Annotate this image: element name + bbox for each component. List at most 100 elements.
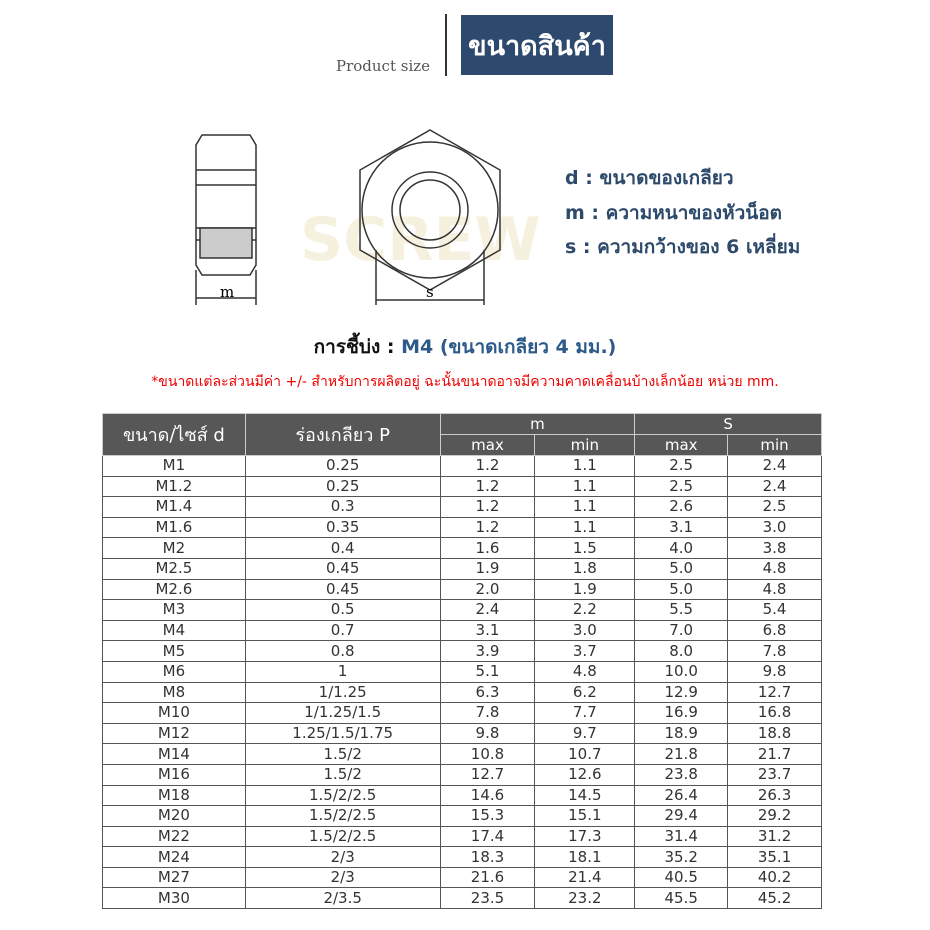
cell-pitch: 1	[244, 660, 441, 683]
cell-m-max: 7.8	[439, 702, 536, 724]
cell-m-max: 9.8	[439, 722, 536, 745]
cell-s-max: 26.4	[634, 784, 729, 807]
cell-size: M1.4	[102, 496, 246, 518]
cell-size: M24	[102, 846, 246, 868]
cell-s-min: 4.8	[727, 557, 822, 580]
cell-s-max: 23.8	[634, 763, 729, 786]
cell-size: M6	[102, 660, 246, 683]
cell-size: M8	[102, 681, 246, 704]
cell-m-min: 1.5	[534, 537, 636, 559]
cell-m-max: 23.5	[439, 887, 536, 910]
legend-d: d : ขนาดของเกลียว	[565, 167, 734, 189]
cell-s-min: 21.7	[727, 743, 822, 765]
cell-s-max: 2.5	[634, 475, 729, 498]
cell-size: M22	[102, 825, 246, 848]
table-row: M18 1.5/2/2.5 14.6 14.5 26.4 26.3	[102, 784, 822, 807]
cell-size: M27	[102, 866, 246, 889]
cell-s-max: 2.6	[634, 496, 729, 518]
cell-size: M16	[102, 763, 246, 786]
cell-s-min: 5.4	[727, 599, 822, 621]
cell-m-max: 1.2	[439, 475, 536, 498]
legend-m: m : ความหนาของหัวน็อต	[565, 202, 783, 224]
nut-front-view	[359, 129, 501, 305]
cell-s-min: 26.3	[727, 784, 822, 807]
cell-m-max: 2.0	[439, 578, 536, 601]
cell-s-max: 40.5	[634, 866, 729, 889]
cell-s-min: 2.4	[727, 455, 822, 477]
cell-pitch: 0.25	[244, 475, 441, 498]
cell-size: M18	[102, 784, 246, 807]
table-row: M2.5 0.45 1.9 1.8 5.0 4.8	[102, 557, 822, 580]
table-row: M2.6 0.45 2.0 1.9 5.0 4.8	[102, 578, 822, 601]
cell-s-max: 8.0	[634, 640, 729, 662]
cell-m-min: 7.7	[534, 702, 636, 724]
cell-size: M12	[102, 722, 246, 745]
cell-s-min: 9.8	[727, 660, 822, 683]
cell-s-max: 3.1	[634, 516, 729, 539]
cell-s-min: 2.4	[727, 475, 822, 498]
cell-m-max: 5.1	[439, 660, 536, 683]
cell-s-max: 2.5	[634, 455, 729, 477]
tolerance-note: *ขนาดแต่ละส่วนมีค่า +/- สำหรับการผลิตอยู…	[151, 374, 779, 390]
cell-s-max: 29.4	[634, 805, 729, 827]
cell-m-max: 15.3	[439, 805, 536, 827]
cell-s-max: 10.0	[634, 660, 729, 683]
cell-s-max: 5.0	[634, 578, 729, 601]
s-dimension-label: s	[426, 283, 434, 301]
table-row: M8 1/1.25 6.3 6.2 12.9 12.7	[102, 681, 822, 704]
cell-pitch: 0.7	[244, 619, 441, 642]
cell-m-min: 3.0	[534, 619, 636, 642]
cell-pitch: 1.5/2/2.5	[244, 805, 441, 827]
cell-pitch: 0.5	[244, 599, 441, 621]
cell-s-min: 4.8	[727, 578, 822, 601]
cell-m-min: 14.5	[534, 784, 636, 807]
table-row: M12 1.25/1.5/1.75 9.8 9.7 18.9 18.8	[102, 722, 822, 745]
cell-pitch: 0.25	[244, 455, 441, 477]
cell-size: M14	[102, 743, 246, 765]
cell-size: M1	[102, 455, 246, 477]
cell-size: M3	[102, 599, 246, 621]
nut-drawing: SCREW N BOLT m s	[195, 129, 550, 305]
cell-pitch: 0.4	[244, 537, 441, 559]
cell-m-min: 3.7	[534, 640, 636, 662]
cell-m-max: 1.2	[439, 516, 536, 539]
cell-size: M1.2	[102, 475, 246, 498]
cell-s-max: 35.2	[634, 846, 729, 868]
cell-size: M20	[102, 805, 246, 827]
cell-size: M2	[102, 537, 246, 559]
cell-m-min: 15.1	[534, 805, 636, 827]
cell-s-max: 5.5	[634, 599, 729, 621]
cell-m-max: 17.4	[439, 825, 536, 848]
cell-pitch: 1.5/2/2.5	[244, 825, 441, 848]
cell-s-min: 3.0	[727, 516, 822, 539]
cell-m-min: 1.1	[534, 455, 636, 477]
cell-size: M10	[102, 702, 246, 724]
cell-size: M1.6	[102, 516, 246, 539]
cell-m-min: 12.6	[534, 763, 636, 786]
cell-m-max: 3.1	[439, 619, 536, 642]
cell-size: M2.5	[102, 557, 246, 580]
size-table: ขนาด/ไซส์ d ร่องเกลียว P m S max min max…	[102, 413, 822, 910]
cell-s-max: 21.8	[634, 743, 729, 765]
cell-pitch: 2/3.5	[244, 887, 441, 910]
header-pitch: ร่องเกลียว P	[244, 413, 441, 456]
cell-size: M30	[102, 887, 246, 910]
cell-s-min: 2.5	[727, 496, 822, 518]
cell-pitch: 0.8	[244, 640, 441, 662]
cell-pitch: 2/3	[244, 866, 441, 889]
cell-s-max: 16.9	[634, 702, 729, 724]
table-row: M1 0.25 1.2 1.1 2.5 2.4	[102, 455, 822, 477]
cell-s-max: 4.0	[634, 537, 729, 559]
cell-pitch: 0.45	[244, 578, 441, 601]
cell-m-max: 1.6	[439, 537, 536, 559]
cell-m-max: 6.3	[439, 681, 536, 704]
table-row: M6 1 5.1 4.8 10.0 9.8	[102, 660, 822, 683]
cell-m-max: 21.6	[439, 866, 536, 889]
legend-s: s : ความกว้างของ 6 เหลี่ยม	[565, 236, 801, 258]
cell-s-max: 18.9	[634, 722, 729, 745]
table-row: M3 0.5 2.4 2.2 5.5 5.4	[102, 599, 822, 621]
cell-s-min: 31.2	[727, 825, 822, 848]
cell-pitch: 1.5/2/2.5	[244, 784, 441, 807]
cell-pitch: 0.35	[244, 516, 441, 539]
